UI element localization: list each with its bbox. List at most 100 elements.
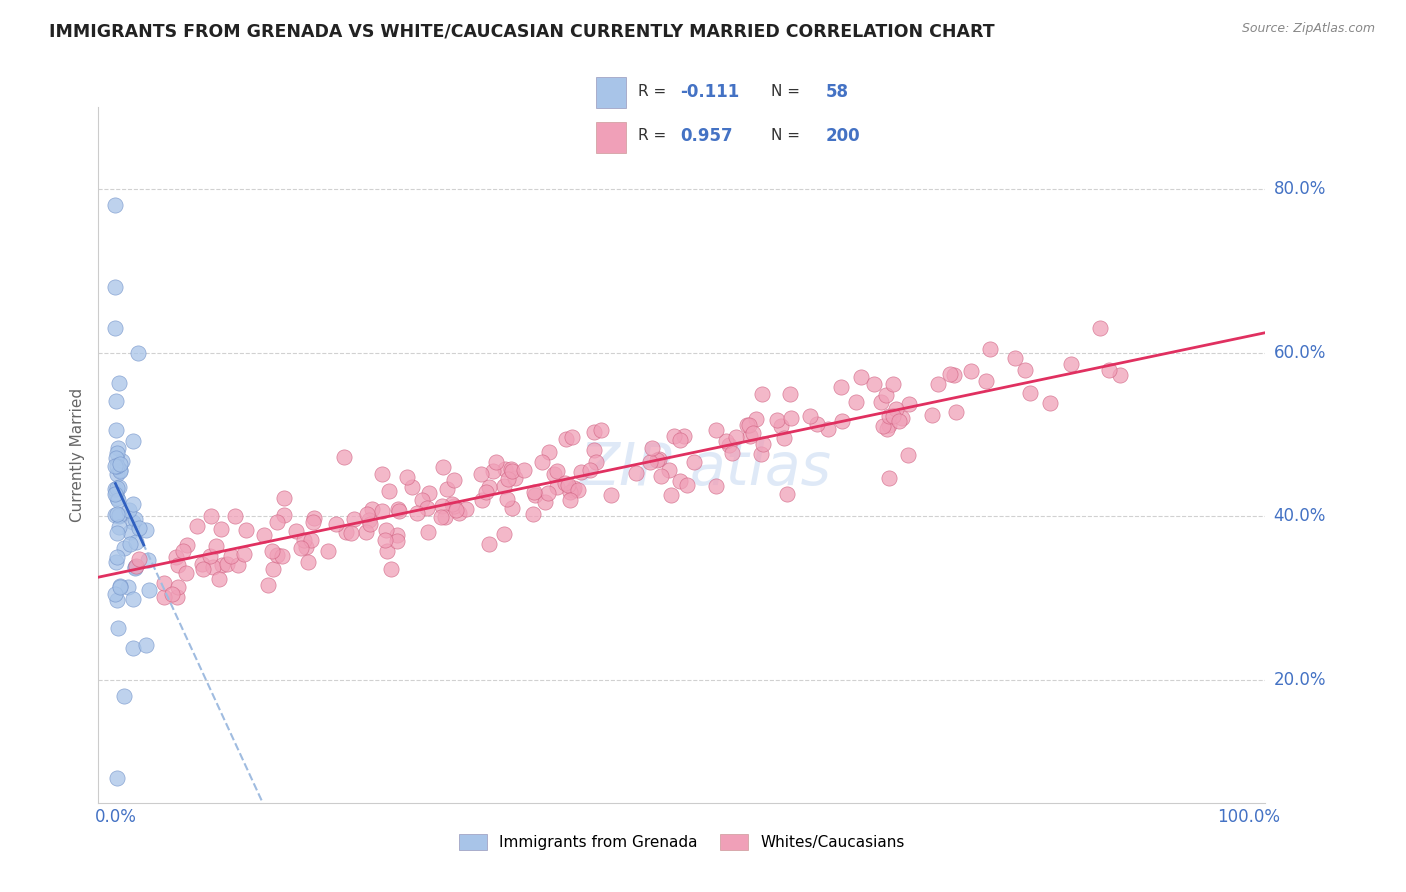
- Point: [105, 394, 128, 409]
- Point: [569, 465, 592, 479]
- Point: [641, 441, 664, 455]
- Point: [104, 321, 127, 335]
- Point: [769, 419, 792, 434]
- Point: [257, 578, 280, 592]
- Point: [740, 429, 762, 443]
- Point: [564, 481, 586, 495]
- Point: [430, 510, 453, 524]
- Point: [555, 432, 578, 446]
- Point: [626, 467, 648, 481]
- Point: [831, 414, 853, 428]
- Point: [226, 558, 249, 572]
- Text: 0.957: 0.957: [681, 127, 733, 145]
- Point: [387, 502, 409, 516]
- Point: [105, 491, 128, 506]
- Point: [478, 537, 501, 551]
- Point: [523, 485, 546, 500]
- Point: [125, 559, 148, 574]
- Point: [546, 480, 568, 494]
- Point: [744, 412, 766, 426]
- Point: [513, 463, 536, 477]
- Point: [124, 512, 146, 526]
- Point: [523, 488, 546, 502]
- Point: [335, 524, 357, 539]
- Point: [136, 552, 159, 566]
- Point: [122, 640, 145, 655]
- Point: [481, 464, 503, 478]
- Point: [273, 491, 295, 505]
- Point: [209, 522, 232, 536]
- Point: [193, 562, 215, 576]
- Point: [266, 515, 288, 529]
- Point: [105, 467, 128, 481]
- Point: [361, 502, 384, 516]
- Point: [974, 374, 997, 388]
- Point: [717, 438, 740, 452]
- Text: 58: 58: [825, 83, 848, 101]
- Point: [430, 499, 453, 513]
- Point: [960, 364, 983, 378]
- Point: [530, 455, 553, 469]
- Point: [1098, 363, 1121, 377]
- Point: [153, 590, 176, 604]
- Point: [292, 533, 315, 547]
- Point: [200, 549, 222, 563]
- Text: R =: R =: [638, 128, 671, 144]
- Point: [494, 527, 516, 541]
- Point: [561, 430, 583, 444]
- Point: [779, 410, 801, 425]
- Point: [735, 418, 758, 433]
- Point: [879, 418, 901, 433]
- Point: [1088, 321, 1111, 335]
- Point: [166, 590, 188, 604]
- Point: [845, 395, 868, 409]
- Point: [898, 397, 921, 411]
- Point: [492, 479, 515, 493]
- Point: [122, 516, 145, 530]
- Point: [537, 486, 560, 500]
- Point: [354, 525, 377, 540]
- Point: [108, 480, 131, 494]
- Point: [112, 541, 135, 556]
- Point: [806, 417, 828, 431]
- Point: [498, 472, 520, 486]
- Point: [378, 484, 401, 499]
- Point: [471, 493, 494, 508]
- Point: [582, 425, 605, 439]
- Point: [673, 428, 696, 442]
- Point: [441, 497, 464, 511]
- Text: 40.0%: 40.0%: [1274, 508, 1326, 525]
- Point: [302, 511, 325, 525]
- Point: [135, 524, 157, 538]
- Point: [105, 450, 128, 465]
- Point: [111, 454, 134, 468]
- Text: IMMIGRANTS FROM GRENADA VS WHITE/CAUCASIAN CURRENTLY MARRIED CORRELATION CHART: IMMIGRANTS FROM GRENADA VS WHITE/CAUCASI…: [49, 22, 995, 40]
- Point: [485, 455, 508, 469]
- Point: [299, 533, 322, 548]
- Y-axis label: Currently Married: Currently Married: [70, 388, 86, 522]
- Point: [938, 367, 960, 381]
- Point: [882, 376, 904, 391]
- Point: [876, 422, 898, 436]
- Point: [371, 504, 394, 518]
- Point: [138, 583, 160, 598]
- Point: [411, 492, 433, 507]
- Point: [127, 345, 149, 359]
- Point: [669, 434, 692, 448]
- Point: [118, 524, 141, 539]
- Point: [401, 480, 423, 494]
- Point: [554, 476, 576, 491]
- Point: [779, 386, 801, 401]
- Point: [128, 520, 150, 534]
- Point: [301, 515, 323, 529]
- Point: [385, 528, 408, 542]
- Point: [664, 429, 686, 443]
- Point: [108, 464, 131, 478]
- Point: [877, 409, 900, 424]
- Point: [751, 387, 773, 401]
- Point: [443, 500, 465, 514]
- Point: [449, 506, 471, 520]
- Point: [645, 453, 668, 467]
- Text: ZIP atlas: ZIP atlas: [579, 441, 831, 498]
- Point: [567, 483, 589, 498]
